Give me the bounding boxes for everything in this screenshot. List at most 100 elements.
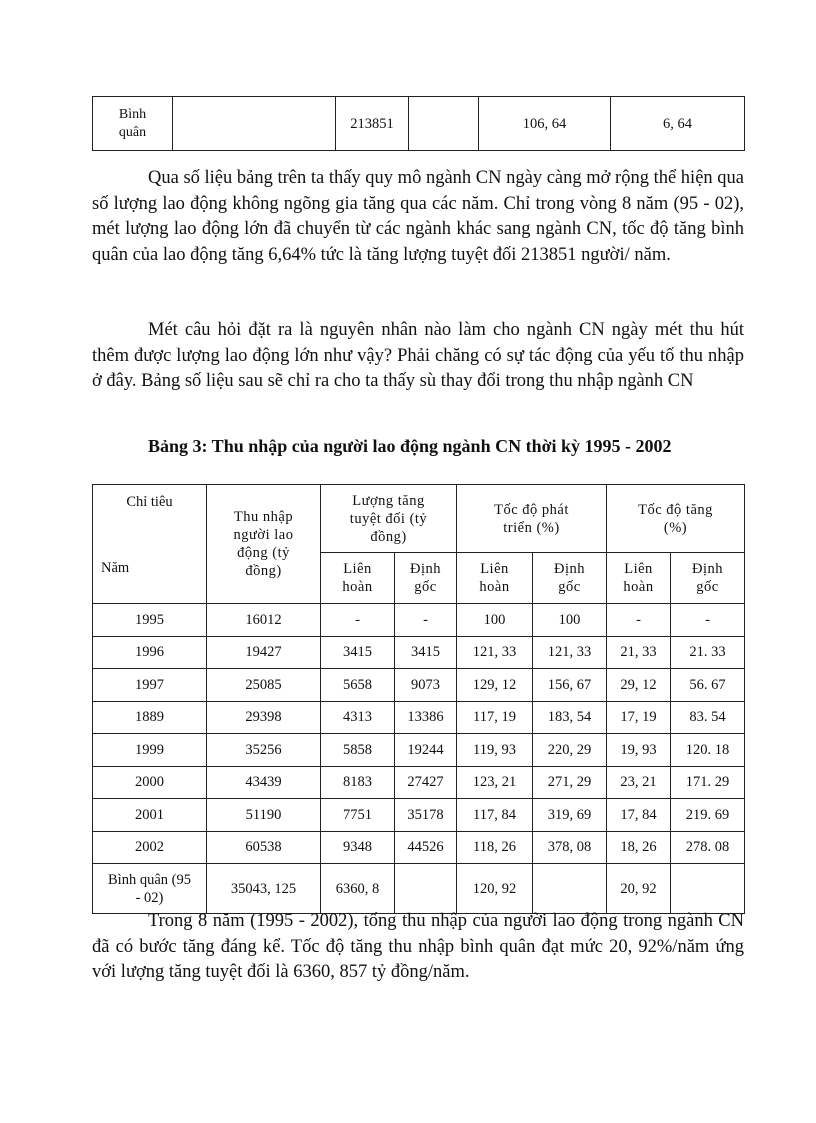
cell: 35256 [206, 733, 321, 767]
cell: 29398 [206, 700, 321, 734]
cell: 6, 64 [610, 96, 745, 151]
cell: 29, 12 [606, 668, 672, 702]
cell: 35178 [394, 798, 457, 832]
header-thu-nhap: Thu nhập người lao động (tỷ đồng) [206, 484, 321, 604]
cell: 19427 [206, 635, 321, 669]
top-table: Bình quân 213851 106, 64 6, 64 [92, 96, 745, 151]
cell: 118, 26 [456, 830, 533, 864]
cell: 56. 67 [670, 668, 746, 702]
cell [670, 863, 746, 914]
cell: 1996 [92, 635, 207, 669]
table-row: 1999 35256 5858 19244 119, 93 220, 29 19, 93 12… [92, 733, 746, 767]
paragraph: Mét câu hỏi đặt ra là nguyên nhân nào là… [92, 320, 744, 391]
cell: 1995 [92, 603, 207, 637]
cell: Bình quân [92, 96, 173, 151]
subheader-lien-hoan: Liên hoàn [320, 552, 395, 604]
cell: 20, 92 [606, 863, 672, 914]
cell: 117, 19 [456, 700, 533, 734]
header-toc-do-tang: Tốc độ tăng (%) [606, 484, 746, 553]
header-chi-tieu: Chỉ tiêu [126, 494, 173, 510]
cell: 156, 67 [531, 668, 608, 702]
table-row: 2001 51190 7751 35178 117, 84 319, 69 17, 84 21… [92, 798, 746, 832]
cell: 100 [531, 603, 608, 637]
cell: 171. 29 [670, 765, 746, 799]
cell: 23, 21 [606, 765, 672, 799]
subheader-dinh-goc: Định gốc [670, 552, 746, 604]
cell: 18, 26 [606, 830, 672, 864]
cell: 319, 69 [531, 798, 608, 832]
header-nam: Năm [101, 560, 130, 576]
cell: 43439 [206, 765, 321, 799]
cell: - [670, 603, 746, 637]
table-caption: Bảng 3: Thu nhập của người lao động ngàn… [148, 436, 672, 456]
cell: 19, 93 [606, 733, 672, 767]
cell: 6360, 8 [320, 863, 395, 914]
cell: 120. 18 [670, 733, 746, 767]
subheader-lien-hoan: Liên hoàn [456, 552, 533, 604]
cell: 1999 [92, 733, 207, 767]
cell: 7751 [320, 798, 395, 832]
cell: 3415 [320, 635, 395, 669]
cell: - [394, 603, 457, 637]
cell: 121, 33 [531, 635, 608, 669]
cell: 220, 29 [531, 733, 608, 767]
table-row: 2000 43439 8183 27427 123, 21 271, 29 23, 21 17… [92, 765, 746, 799]
table-row: 2002 60538 9348 44526 118, 26 378, 08 18, 26 27… [92, 830, 746, 864]
table-row: 1996 19427 3415 3415 121, 33 121, 33 21, 33 21.… [92, 635, 746, 669]
cell: 120, 92 [456, 863, 533, 914]
cell: 213851 [335, 96, 409, 151]
cell: 25085 [206, 668, 321, 702]
cell: 2001 [92, 798, 207, 832]
cell: - [606, 603, 672, 637]
cell: 2000 [92, 765, 207, 799]
paragraph: Trong 8 năm (1995 - 2002), tổng thu nhập… [92, 911, 744, 982]
cell: 51190 [206, 798, 321, 832]
table-row: Bình quân 213851 106, 64 6, 64 [92, 96, 745, 151]
cell: 3415 [394, 635, 457, 669]
table-row: 1889 29398 4313 13386 117, 19 183, 54 17, 19 83… [92, 700, 746, 734]
subheader-dinh-goc: Định gốc [531, 552, 608, 604]
cell: 5658 [320, 668, 395, 702]
cell: 5858 [320, 733, 395, 767]
cell: 9348 [320, 830, 395, 864]
cell: 219. 69 [670, 798, 746, 832]
paragraph: Qua số liệu bảng trên ta thấy quy mô ngà… [92, 168, 744, 265]
cell: 106, 64 [478, 96, 611, 151]
cell: 119, 93 [456, 733, 533, 767]
header-luong-tang: Lượng tăng tuyệt đối (tỷ đồng) [320, 484, 457, 553]
cell: 4313 [320, 700, 395, 734]
cell [172, 96, 336, 151]
cell: 44526 [394, 830, 457, 864]
cell: 16012 [206, 603, 321, 637]
cell: 60538 [206, 830, 321, 864]
header-cell: Chỉ tiêu Năm [92, 484, 207, 604]
header-row: Chỉ tiêu Năm Thu nhập người lao động (tỷ… [92, 484, 746, 604]
cell: 83. 54 [670, 700, 746, 734]
header-toc-do-phat-trien: Tốc độ phát triển (%) [455, 484, 608, 553]
cell [394, 863, 457, 914]
cell: 1889 [92, 700, 207, 734]
cell: 21. 33 [670, 635, 746, 669]
cell: 17, 19 [606, 700, 672, 734]
cell: 123, 21 [456, 765, 533, 799]
cell: 271, 29 [531, 765, 608, 799]
cell: 117, 84 [456, 798, 533, 832]
cell [531, 863, 608, 914]
cell: 183, 54 [531, 700, 608, 734]
cell: 2002 [92, 830, 207, 864]
subheader-row: Liên hoàn Định gốc Liên hoàn Định gốc Li… [93, 552, 746, 604]
subheader-lien-hoan: Liên hoàn [606, 552, 672, 604]
table-row: 1995 16012- -100 100- - [92, 603, 746, 637]
cell: 27427 [394, 765, 457, 799]
cell: 121, 33 [456, 635, 533, 669]
cell: 21, 33 [606, 635, 672, 669]
cell: 17, 84 [606, 798, 672, 832]
cell: 378, 08 [531, 830, 608, 864]
cell: 100 [456, 603, 533, 637]
cell: 9073 [394, 668, 457, 702]
cell: 278. 08 [670, 830, 746, 864]
table-row: 1997 25085 5658 9073 129, 12 156, 67 29, 12 56.… [92, 668, 746, 702]
cell: 129, 12 [456, 668, 533, 702]
cell: - [320, 603, 395, 637]
